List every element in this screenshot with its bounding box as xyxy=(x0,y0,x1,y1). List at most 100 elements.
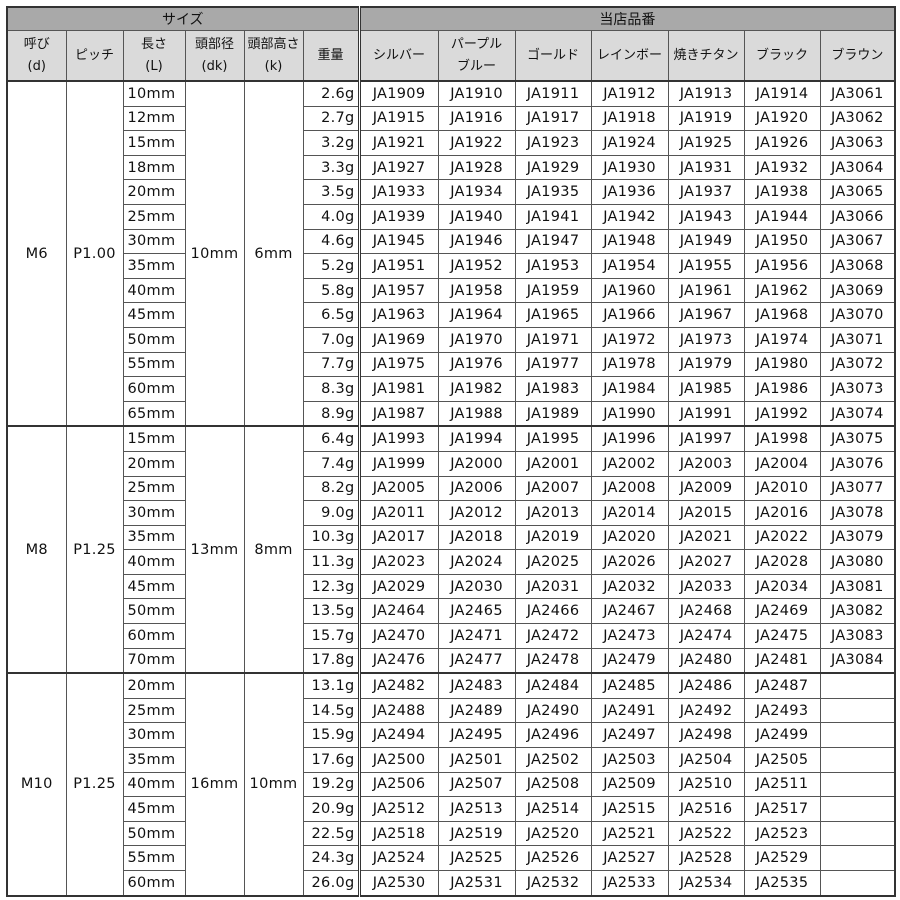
table-row: 60mm 8.3g JA1981 JA1982 JA1983 JA1984 JA1985 JA… xyxy=(7,376,896,402)
table-row: 30mm 4.6g JA1945 JA1946 JA1947 JA1948 JA1949 JA… xyxy=(7,228,896,255)
product-code-cell xyxy=(819,845,896,871)
col-header-length-line: 長さ xyxy=(140,36,167,52)
weight-cell: 17.6g xyxy=(302,747,360,773)
product-code-cell: JA2517 xyxy=(743,796,821,822)
weight-cell: 13.1g xyxy=(302,672,360,699)
length-cell: 35mm xyxy=(122,253,186,279)
product-code-cell: JA1963 xyxy=(357,302,439,328)
product-code-cell: JA2523 xyxy=(743,820,821,847)
product-code-cell: JA3075 xyxy=(819,425,896,452)
product-code-cell: JA2469 xyxy=(743,598,821,625)
table-row: 30mm 15.9g JA2494 JA2495 JA2496 JA2497 JA2498 J… xyxy=(7,722,896,749)
product-code-cell: JA2024 xyxy=(437,549,516,575)
length-cell: 60mm xyxy=(122,623,186,649)
product-code-cell: JA2482 xyxy=(357,672,439,699)
product-code-cell: JA2010 xyxy=(743,475,821,502)
product-code-cell: JA2025 xyxy=(514,549,592,575)
product-code-cell: JA2006 xyxy=(437,475,516,502)
col-header-color: パープル ブルー xyxy=(437,30,516,82)
product-code-cell: JA2507 xyxy=(437,771,516,798)
product-code-cell: JA1933 xyxy=(357,179,439,205)
product-code-cell: JA1979 xyxy=(667,351,745,378)
nominal-cell: M8 xyxy=(6,425,67,674)
weight-cell: 11.3g xyxy=(302,549,360,575)
length-cell: 45mm xyxy=(122,302,186,328)
product-code-cell: JA1977 xyxy=(514,351,592,378)
product-code-cell: JA3079 xyxy=(819,524,896,551)
weight-cell: 5.8g xyxy=(302,277,360,304)
product-code-cell: JA1939 xyxy=(357,203,439,230)
weight-cell: 8.3g xyxy=(302,376,360,402)
length-cell: 25mm xyxy=(122,475,186,502)
table-row: 15mm 3.2g JA1921 JA1922 JA1923 JA1924 JA1925 JA… xyxy=(7,130,896,156)
product-code-cell: JA1969 xyxy=(357,326,439,353)
product-code-cell: JA1987 xyxy=(357,400,439,427)
product-code-cell xyxy=(819,820,896,847)
product-code-cell: JA2494 xyxy=(357,722,439,749)
product-code-cell: JA2465 xyxy=(437,598,516,625)
product-code-cell: JA3073 xyxy=(819,376,896,402)
product-code-cell: JA2504 xyxy=(667,747,745,773)
product-code-cell: JA1993 xyxy=(357,425,439,452)
product-code-cell: JA1986 xyxy=(743,376,821,402)
weight-cell: 17.8g xyxy=(302,647,360,674)
table-row: 18mm 3.3g JA1927 JA1928 JA1929 JA1930 JA1931 JA… xyxy=(7,154,896,181)
col-header-color-line: ブラック xyxy=(756,47,809,63)
product-code-cell: JA2525 xyxy=(437,845,516,871)
weight-cell: 9.0g xyxy=(302,500,360,526)
weight-cell: 4.6g xyxy=(302,228,360,255)
weight-cell: 15.9g xyxy=(302,722,360,749)
product-code-cell: JA2011 xyxy=(357,500,439,526)
weight-cell: 8.9g xyxy=(302,400,360,427)
product-code-cell: JA1991 xyxy=(667,400,745,427)
product-code-cell: JA1961 xyxy=(667,277,745,304)
product-code-cell: JA1913 xyxy=(667,79,745,107)
table-row: 25mm 4.0g JA1939 JA1940 JA1941 JA1942 JA1943 JA… xyxy=(7,203,896,230)
product-code-cell: JA2018 xyxy=(437,524,516,551)
product-code-cell: JA1932 xyxy=(743,154,821,181)
product-code-cell: JA2026 xyxy=(590,549,669,575)
product-code-cell: JA3067 xyxy=(819,228,896,255)
product-code-cell: JA2503 xyxy=(590,747,669,773)
head-height-cell: 6mm xyxy=(243,79,304,427)
product-code-cell: JA1999 xyxy=(357,450,439,477)
product-code-cell: JA3081 xyxy=(819,573,896,600)
product-code-cell: JA2479 xyxy=(590,647,669,674)
product-code-cell: JA1964 xyxy=(437,302,516,328)
product-code-cell: JA1941 xyxy=(514,203,592,230)
pitch-cell: P1.00 xyxy=(65,79,124,427)
product-code-cell: JA1956 xyxy=(743,253,821,279)
product-code-cell: JA2531 xyxy=(437,869,516,897)
product-code-cell: JA2496 xyxy=(514,722,592,749)
product-code-cell: JA1940 xyxy=(437,203,516,230)
table-row: 40mm 19.2g JA2506 JA2507 JA2508 JA2509 JA2510 J… xyxy=(7,771,896,798)
product-code-cell: JA2466 xyxy=(514,598,592,625)
col-header-length: 長さ (L) xyxy=(122,30,186,82)
product-code-cell: JA1924 xyxy=(590,130,669,156)
product-code-cell: JA1965 xyxy=(514,302,592,328)
product-code-cell: JA1917 xyxy=(514,105,592,132)
table-row: 50mm 22.5g JA2518 JA2519 JA2520 JA2521 JA2522 J… xyxy=(7,820,896,847)
product-code-cell: JA2533 xyxy=(590,869,669,897)
product-code-cell: JA1923 xyxy=(514,130,592,156)
product-code-cell: JA2000 xyxy=(437,450,516,477)
weight-cell: 24.3g xyxy=(302,845,360,871)
product-code-cell: JA2480 xyxy=(667,647,745,674)
product-code-cell xyxy=(819,697,896,724)
product-code-cell: JA2464 xyxy=(357,598,439,625)
product-code-cell: JA2470 xyxy=(357,623,439,649)
product-code-cell: JA2497 xyxy=(590,722,669,749)
product-code-cell: JA1997 xyxy=(667,425,745,452)
table-row: 50mm 13.5g JA2464 JA2465 JA2466 JA2467 JA2468 J… xyxy=(7,598,896,625)
product-code-cell: JA2516 xyxy=(667,796,745,822)
weight-cell: 5.2g xyxy=(302,253,360,279)
product-code-cell: JA2532 xyxy=(514,869,592,897)
weight-cell: 2.7g xyxy=(302,105,360,132)
product-code-cell: JA1949 xyxy=(667,228,745,255)
product-code-cell: JA3083 xyxy=(819,623,896,649)
product-code-cell: JA1945 xyxy=(357,228,439,255)
product-code-cell: JA2029 xyxy=(357,573,439,600)
product-code-cell: JA2498 xyxy=(667,722,745,749)
weight-cell: 7.0g xyxy=(302,326,360,353)
product-code-cell: JA1929 xyxy=(514,154,592,181)
